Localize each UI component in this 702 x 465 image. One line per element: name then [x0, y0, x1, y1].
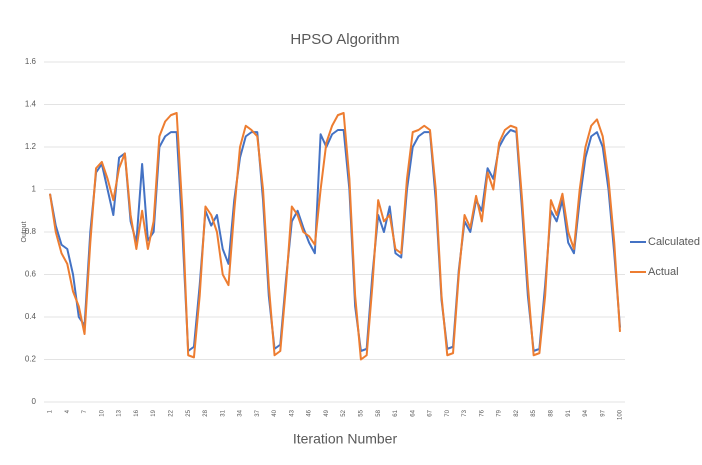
y-axis-label: Output — [21, 221, 28, 242]
x-tick-label: 28 — [203, 409, 209, 416]
x-tick-label: 85 — [531, 409, 537, 416]
y-tick-label: 0.8 — [25, 227, 37, 236]
legend-label: Actual — [648, 266, 679, 278]
chart-title: HPSO Algorithm — [290, 31, 399, 48]
x-tick-label: 16 — [134, 409, 140, 416]
legend-label: Calculated — [648, 236, 700, 248]
x-tick-label: 61 — [393, 409, 399, 416]
x-tick-label: 34 — [238, 409, 244, 416]
x-tick-label: 70 — [445, 409, 451, 416]
y-tick-label: 0.2 — [25, 355, 37, 364]
x-tick-label: 25 — [186, 409, 192, 416]
x-tick-label: 88 — [548, 409, 554, 416]
x-tick-label: 49 — [324, 409, 330, 416]
x-tick-label: 91 — [566, 409, 572, 416]
y-tick-label: 1.6 — [25, 57, 37, 66]
x-tick-label: 7 — [82, 409, 88, 413]
x-tick-label: 31 — [220, 409, 226, 416]
x-tick-label: 4 — [65, 409, 71, 413]
x-tick-label: 58 — [376, 409, 382, 416]
y-tick-label: 1.2 — [25, 142, 37, 151]
x-tick-label: 13 — [117, 409, 123, 416]
x-tick-label: 94 — [583, 409, 589, 416]
y-tick-label: 1 — [32, 185, 37, 194]
x-tick-label: 19 — [151, 409, 157, 416]
y-tick-label: 0 — [32, 397, 37, 406]
series-line — [49, 112, 621, 361]
x-tick-label: 97 — [600, 409, 606, 416]
x-tick-label: 64 — [410, 409, 416, 416]
x-tick-label: 46 — [307, 409, 313, 416]
x-tick-label: 43 — [289, 409, 295, 416]
y-tick-label: 1.4 — [25, 100, 37, 109]
x-tick-label: 22 — [168, 409, 174, 416]
x-tick-label: 52 — [341, 409, 347, 416]
x-tick-label: 55 — [358, 409, 364, 416]
x-tick-label: 79 — [497, 409, 503, 416]
x-tick-label: 37 — [255, 409, 261, 416]
x-tick-label: 76 — [479, 409, 485, 416]
y-tick-label: 0.4 — [25, 312, 37, 321]
x-tick-label: 67 — [428, 409, 434, 416]
x-tick-label: 82 — [514, 409, 520, 416]
x-tick-label: 73 — [462, 409, 468, 416]
x-tick-label: 40 — [272, 409, 278, 416]
x-tick-label: 1 — [48, 409, 54, 413]
x-axis-label: Iteration Number — [293, 431, 398, 447]
x-tick-label: 10 — [99, 409, 105, 416]
y-tick-label: 0.6 — [25, 270, 37, 279]
x-tick-label: 100 — [618, 409, 624, 420]
